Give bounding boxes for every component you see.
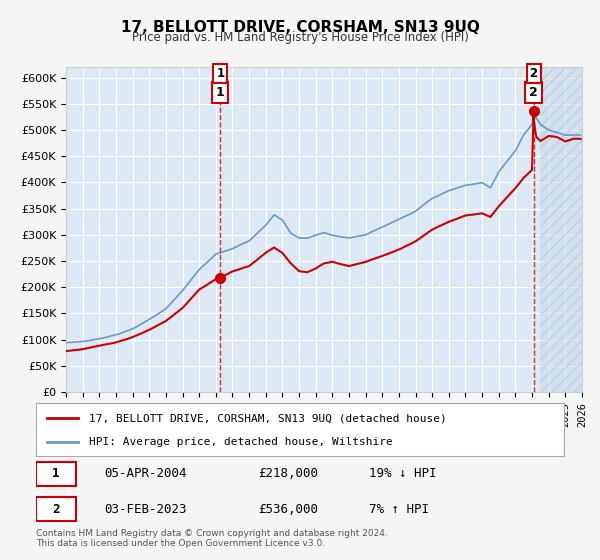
FancyBboxPatch shape (36, 497, 76, 521)
Text: This data is licensed under the Open Government Licence v3.0.: This data is licensed under the Open Gov… (36, 539, 325, 548)
Text: 2: 2 (52, 503, 59, 516)
Text: Contains HM Land Registry data © Crown copyright and database right 2024.: Contains HM Land Registry data © Crown c… (36, 529, 388, 538)
Text: Price paid vs. HM Land Registry's House Price Index (HPI): Price paid vs. HM Land Registry's House … (131, 31, 469, 44)
Text: HPI: Average price, detached house, Wiltshire: HPI: Average price, detached house, Wilt… (89, 436, 392, 446)
Text: 1: 1 (216, 86, 224, 99)
Text: 1: 1 (216, 67, 224, 80)
Text: 05-APR-2004: 05-APR-2004 (104, 467, 187, 480)
Text: 17, BELLOTT DRIVE, CORSHAM, SN13 9UQ: 17, BELLOTT DRIVE, CORSHAM, SN13 9UQ (121, 20, 479, 35)
Text: 7% ↑ HPI: 7% ↑ HPI (368, 503, 428, 516)
Text: 2: 2 (530, 67, 538, 80)
Text: 1: 1 (52, 467, 59, 480)
Text: 03-FEB-2023: 03-FEB-2023 (104, 503, 187, 516)
Bar (541, 67, 590, 392)
Text: £218,000: £218,000 (258, 467, 318, 480)
FancyBboxPatch shape (36, 462, 76, 486)
Text: 2: 2 (529, 86, 538, 99)
Text: 17, BELLOTT DRIVE, CORSHAM, SN13 9UQ (detached house): 17, BELLOTT DRIVE, CORSHAM, SN13 9UQ (de… (89, 413, 446, 423)
Text: 19% ↓ HPI: 19% ↓ HPI (368, 467, 436, 480)
Text: £536,000: £536,000 (258, 503, 318, 516)
